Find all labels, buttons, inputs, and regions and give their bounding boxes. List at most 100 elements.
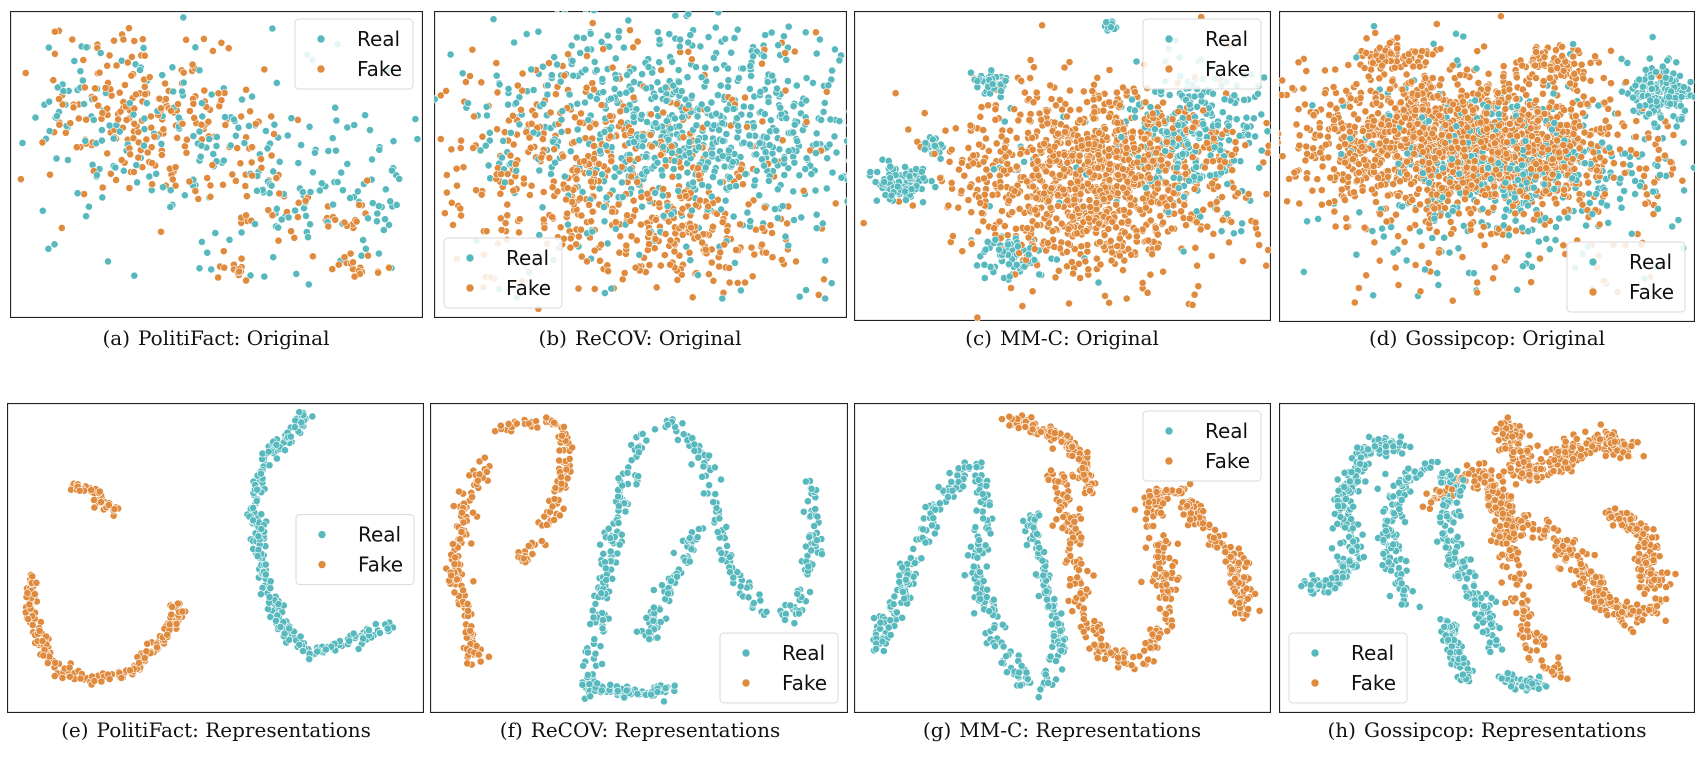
point-real xyxy=(807,170,816,178)
point-fake xyxy=(55,120,64,129)
point-fake xyxy=(1068,151,1077,160)
point-real xyxy=(811,149,820,157)
point-fake xyxy=(1484,208,1493,217)
point-fake xyxy=(678,221,687,230)
point-fake xyxy=(197,120,206,129)
point-real xyxy=(989,165,998,174)
point-fake xyxy=(1020,88,1029,97)
point-fake xyxy=(1350,298,1359,307)
point-fake xyxy=(1558,42,1566,51)
point-real xyxy=(225,235,234,244)
point-real xyxy=(585,168,593,177)
point-fake xyxy=(1088,87,1097,95)
point-real xyxy=(830,45,839,54)
point-real xyxy=(1254,89,1262,98)
point-fake xyxy=(134,153,143,162)
point-fake xyxy=(1056,96,1064,104)
point-real xyxy=(671,11,680,20)
point-fake xyxy=(1083,98,1091,106)
point-fake xyxy=(969,151,978,160)
point-real xyxy=(482,102,491,111)
point-real xyxy=(685,148,694,157)
point-fake xyxy=(631,263,640,272)
point-real xyxy=(784,147,793,155)
point-fake xyxy=(112,61,121,70)
point-real xyxy=(701,63,710,72)
point-real xyxy=(666,124,675,133)
point-fake xyxy=(707,258,716,267)
point-real xyxy=(1004,260,1013,269)
point-fake xyxy=(355,200,363,209)
point-fake xyxy=(1330,207,1339,216)
point-real xyxy=(207,265,216,274)
point-fake xyxy=(349,258,357,267)
point-fake xyxy=(95,68,104,77)
point-real xyxy=(73,189,82,198)
point-real xyxy=(602,193,611,202)
point-fake xyxy=(1008,208,1017,217)
point-fake xyxy=(1063,112,1071,121)
point-fake xyxy=(110,36,118,45)
point-fake xyxy=(1586,76,1595,85)
point-real xyxy=(991,235,1000,244)
point-real xyxy=(696,42,705,51)
legend-marker-real xyxy=(316,34,326,44)
point-real xyxy=(260,272,269,281)
point-fake xyxy=(1148,156,1157,165)
point-real xyxy=(722,105,731,114)
panel-caption: (b) ReCOV: Original xyxy=(539,326,742,350)
point-fake xyxy=(287,227,295,236)
point-real xyxy=(485,128,494,137)
point-fake xyxy=(492,59,501,67)
point-fake xyxy=(694,171,703,180)
point-fake xyxy=(725,278,734,287)
point-real xyxy=(717,205,725,214)
point-real xyxy=(1627,229,1636,238)
point-fake xyxy=(577,252,586,261)
point-fake xyxy=(659,185,668,193)
legend-label-fake: Fake xyxy=(357,57,402,81)
point-real xyxy=(1052,255,1061,264)
point-fake xyxy=(1303,124,1311,132)
point-real xyxy=(887,191,896,200)
point-fake xyxy=(200,86,209,95)
point-fake xyxy=(1115,251,1124,260)
point-fake xyxy=(1151,224,1160,233)
point-real xyxy=(287,114,296,123)
point-real xyxy=(1224,121,1233,130)
point-fake xyxy=(1216,163,1225,172)
point-real xyxy=(584,116,593,124)
point-real xyxy=(630,138,638,147)
point-real xyxy=(751,176,759,185)
point-fake xyxy=(1181,162,1190,171)
point-fake xyxy=(585,200,593,209)
point-real xyxy=(476,146,485,155)
point-fake xyxy=(352,217,361,226)
point-fake xyxy=(68,35,77,44)
point-fake xyxy=(590,284,599,293)
point-real xyxy=(139,44,148,52)
point-fake xyxy=(1104,152,1113,160)
legend-box xyxy=(1142,18,1262,90)
point-fake xyxy=(548,213,557,221)
point-fake xyxy=(723,226,732,235)
point-fake xyxy=(744,200,753,209)
point-fake xyxy=(1094,163,1102,172)
point-real xyxy=(140,141,148,150)
point-fake xyxy=(1140,134,1149,143)
legend-marker-fake xyxy=(1164,64,1174,74)
point-fake xyxy=(1000,143,1009,152)
point-fake xyxy=(51,27,59,36)
point-fake xyxy=(1254,230,1262,239)
point-real xyxy=(159,183,167,192)
point-fake xyxy=(1026,74,1035,82)
point-real xyxy=(774,41,783,50)
point-fake xyxy=(272,174,281,182)
point-real xyxy=(329,200,337,209)
point-real xyxy=(886,162,895,171)
point-real xyxy=(189,132,198,140)
point-fake xyxy=(736,220,744,229)
point-fake xyxy=(204,117,213,126)
point-real xyxy=(732,114,741,123)
point-fake xyxy=(340,253,349,262)
